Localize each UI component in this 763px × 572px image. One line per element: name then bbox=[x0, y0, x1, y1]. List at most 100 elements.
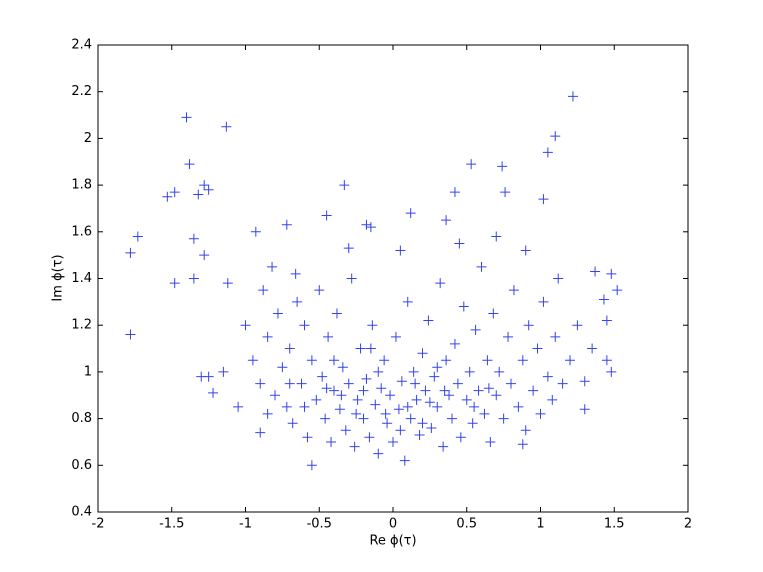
x-tick-label: 2 bbox=[684, 517, 692, 532]
point bbox=[379, 355, 390, 366]
point bbox=[255, 427, 266, 438]
point bbox=[302, 432, 313, 443]
point bbox=[380, 408, 391, 419]
x-tick-label: -1 bbox=[239, 517, 252, 532]
point bbox=[410, 378, 421, 389]
point bbox=[317, 371, 328, 382]
point bbox=[494, 366, 505, 377]
point bbox=[497, 161, 508, 172]
point bbox=[520, 245, 531, 256]
point bbox=[601, 355, 612, 366]
point bbox=[287, 418, 298, 429]
point bbox=[358, 385, 369, 396]
point bbox=[370, 399, 381, 410]
point bbox=[334, 404, 345, 415]
y-tick-label: 2 bbox=[84, 131, 92, 146]
point bbox=[367, 320, 378, 331]
point bbox=[447, 413, 457, 424]
point bbox=[587, 343, 598, 354]
point bbox=[184, 159, 195, 170]
point bbox=[326, 436, 337, 447]
x-tick-label: 1 bbox=[536, 517, 544, 532]
point bbox=[402, 401, 413, 412]
point bbox=[247, 355, 258, 366]
point bbox=[262, 331, 273, 342]
point bbox=[408, 366, 419, 377]
point bbox=[373, 448, 384, 459]
point bbox=[523, 320, 534, 331]
point bbox=[222, 278, 233, 289]
point bbox=[399, 455, 410, 466]
point bbox=[355, 343, 366, 354]
point bbox=[270, 390, 280, 401]
point bbox=[343, 243, 354, 254]
point bbox=[281, 219, 292, 230]
point bbox=[473, 385, 484, 396]
x-tick-label: 0 bbox=[389, 517, 397, 532]
y-tick-label: 1.2 bbox=[71, 318, 92, 333]
point bbox=[606, 268, 617, 279]
point bbox=[343, 378, 354, 389]
point bbox=[455, 432, 466, 443]
point bbox=[299, 320, 310, 331]
point bbox=[432, 362, 443, 373]
point bbox=[321, 383, 332, 394]
point bbox=[321, 210, 332, 221]
point bbox=[340, 425, 351, 436]
point bbox=[390, 331, 401, 342]
point bbox=[405, 208, 416, 219]
point bbox=[435, 278, 446, 289]
point bbox=[284, 378, 295, 389]
point bbox=[272, 308, 283, 319]
point bbox=[491, 231, 502, 242]
point bbox=[479, 408, 490, 419]
point bbox=[352, 394, 363, 405]
point bbox=[306, 355, 317, 366]
point bbox=[485, 436, 496, 447]
point bbox=[199, 250, 210, 261]
point bbox=[346, 273, 357, 284]
point bbox=[565, 355, 575, 366]
point bbox=[396, 376, 407, 387]
point bbox=[449, 187, 460, 198]
point bbox=[290, 268, 301, 279]
point bbox=[550, 331, 561, 342]
point bbox=[132, 231, 143, 242]
point bbox=[382, 418, 393, 429]
point bbox=[417, 418, 428, 429]
point bbox=[162, 191, 173, 202]
point bbox=[467, 418, 478, 429]
point bbox=[438, 441, 449, 452]
point bbox=[306, 460, 317, 471]
y-tick-label: 2.2 bbox=[71, 84, 92, 99]
point bbox=[426, 422, 437, 433]
point bbox=[454, 238, 465, 249]
point bbox=[488, 308, 499, 319]
point bbox=[188, 233, 199, 244]
point bbox=[351, 408, 362, 419]
point bbox=[203, 371, 214, 382]
point bbox=[181, 112, 192, 123]
point bbox=[470, 324, 481, 335]
point bbox=[513, 401, 524, 412]
point bbox=[520, 425, 531, 436]
point bbox=[598, 294, 609, 305]
point bbox=[364, 432, 375, 443]
y-tick-label: 1.4 bbox=[71, 271, 92, 286]
x-tick-label: -1.5 bbox=[159, 517, 184, 532]
point bbox=[429, 371, 440, 382]
point bbox=[393, 404, 404, 415]
point bbox=[506, 378, 516, 389]
point bbox=[439, 385, 450, 396]
point bbox=[277, 362, 288, 373]
point bbox=[349, 441, 360, 452]
point bbox=[262, 408, 273, 419]
point bbox=[125, 247, 136, 258]
point bbox=[441, 215, 452, 226]
point bbox=[500, 187, 511, 198]
point bbox=[255, 378, 266, 389]
point bbox=[542, 371, 553, 382]
point bbox=[423, 315, 434, 326]
point bbox=[250, 226, 261, 237]
